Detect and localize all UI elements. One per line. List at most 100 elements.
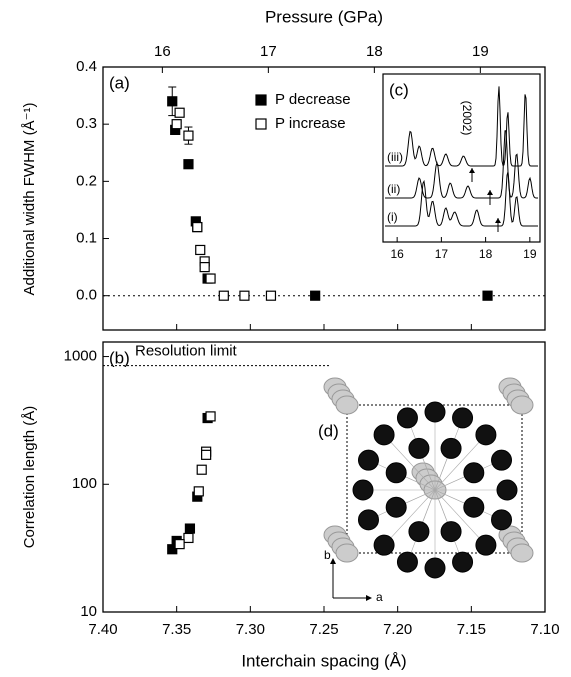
axis-label: a <box>376 590 383 604</box>
legend-marker <box>255 94 267 106</box>
data-point <box>183 130 194 141</box>
bond <box>383 434 436 491</box>
x-tick-label: 7.15 <box>457 621 486 638</box>
x-tick-label: 7.10 <box>530 621 559 638</box>
atom <box>396 551 418 573</box>
x-tick-label: 7.35 <box>162 621 191 638</box>
atom <box>424 401 446 423</box>
top-axis-title: Pressure (GPa) <box>265 7 383 26</box>
arrow-head <box>495 218 501 223</box>
y-axis-title: Correlation length (Å) <box>21 406 38 549</box>
chain-atom <box>335 543 359 563</box>
y-tick-label: 0.3 <box>76 115 97 132</box>
atom <box>491 449 513 471</box>
atom <box>385 496 407 518</box>
atom <box>408 437 430 459</box>
panel-label: (a) <box>109 73 130 92</box>
data-point <box>218 290 229 301</box>
trace-label: (iii) <box>387 150 403 164</box>
x-tick-label: 7.25 <box>309 621 338 638</box>
data-point <box>195 244 206 256</box>
top-tick-label: 19 <box>472 43 489 60</box>
data-point <box>201 449 212 460</box>
data-point <box>183 159 194 170</box>
data-point <box>167 96 178 107</box>
arrow-head <box>330 558 336 564</box>
atom <box>452 407 474 429</box>
legend-marker <box>255 118 267 130</box>
bond <box>434 434 487 491</box>
legend-label: P decrease <box>275 91 351 108</box>
atom <box>475 534 497 556</box>
y-tick-label: 100 <box>72 475 97 492</box>
data-point <box>193 486 204 497</box>
inset-tick-label: 18 <box>479 247 493 261</box>
data-point <box>174 107 185 118</box>
unit-cell <box>346 404 523 554</box>
data-point <box>205 411 216 422</box>
legend-label: P increase <box>275 115 346 132</box>
chain-atom <box>510 543 534 563</box>
trace-label: (i) <box>387 210 398 224</box>
chain-atom <box>335 395 359 415</box>
diffraction-trace <box>385 130 538 199</box>
atom <box>396 407 418 429</box>
atom <box>424 557 446 579</box>
x-axis-title: Interchain spacing (Å) <box>241 651 406 670</box>
y-tick-label: 10 <box>80 603 97 620</box>
data-point <box>482 290 493 301</box>
data-point <box>199 262 210 273</box>
atom <box>475 424 497 446</box>
atom <box>373 534 395 556</box>
arrow-head <box>469 168 475 173</box>
top-tick-label: 18 <box>366 43 383 60</box>
atom <box>357 449 379 471</box>
atom <box>463 462 485 484</box>
data-point <box>205 273 216 284</box>
data-point <box>310 290 321 301</box>
trace-label: (ii) <box>387 182 400 196</box>
panel-label: (b) <box>109 348 130 367</box>
arrow-head <box>487 190 493 195</box>
diffraction-trace <box>385 171 538 227</box>
atom <box>463 496 485 518</box>
x-tick-label: 7.20 <box>383 621 412 638</box>
y-tick-label: 0.0 <box>76 287 97 304</box>
inset-label: (d) <box>318 421 339 440</box>
data-point <box>174 539 185 550</box>
atom <box>357 509 379 531</box>
y-tick-label: 0.4 <box>76 58 97 75</box>
data-point <box>239 290 250 301</box>
bond <box>383 489 436 546</box>
diffraction-trace <box>385 86 538 167</box>
structure <box>323 377 534 601</box>
atom <box>385 462 407 484</box>
annotation: (2002) <box>460 101 474 136</box>
y-tick-label: 0.2 <box>76 172 97 189</box>
y-tick-label: 0.1 <box>76 229 97 246</box>
atom <box>352 479 374 501</box>
top-tick-label: 16 <box>154 43 171 60</box>
atom <box>440 437 462 459</box>
y-tick-label: 1000 <box>64 348 97 365</box>
axis-label: b <box>324 548 331 562</box>
data-point <box>192 221 203 233</box>
data-point <box>184 523 196 534</box>
x-tick-label: 7.30 <box>236 621 265 638</box>
x-tick-label: 7.40 <box>88 621 117 638</box>
atom <box>491 509 513 531</box>
arrow-head <box>366 595 372 601</box>
atom <box>496 479 518 501</box>
data-point <box>265 290 277 301</box>
bond <box>434 489 487 546</box>
inset-tick-label: 16 <box>390 247 404 261</box>
resolution-label: Resolution limit <box>135 343 238 360</box>
inset-tick-label: 17 <box>435 247 449 261</box>
data-point <box>167 544 178 555</box>
atom <box>408 521 430 543</box>
y-axis-title: Additional width FWHM (Å⁻¹) <box>21 103 38 296</box>
top-tick-label: 17 <box>260 43 277 60</box>
inset-tick-label: 19 <box>523 247 537 261</box>
atom <box>452 551 474 573</box>
atom <box>373 424 395 446</box>
